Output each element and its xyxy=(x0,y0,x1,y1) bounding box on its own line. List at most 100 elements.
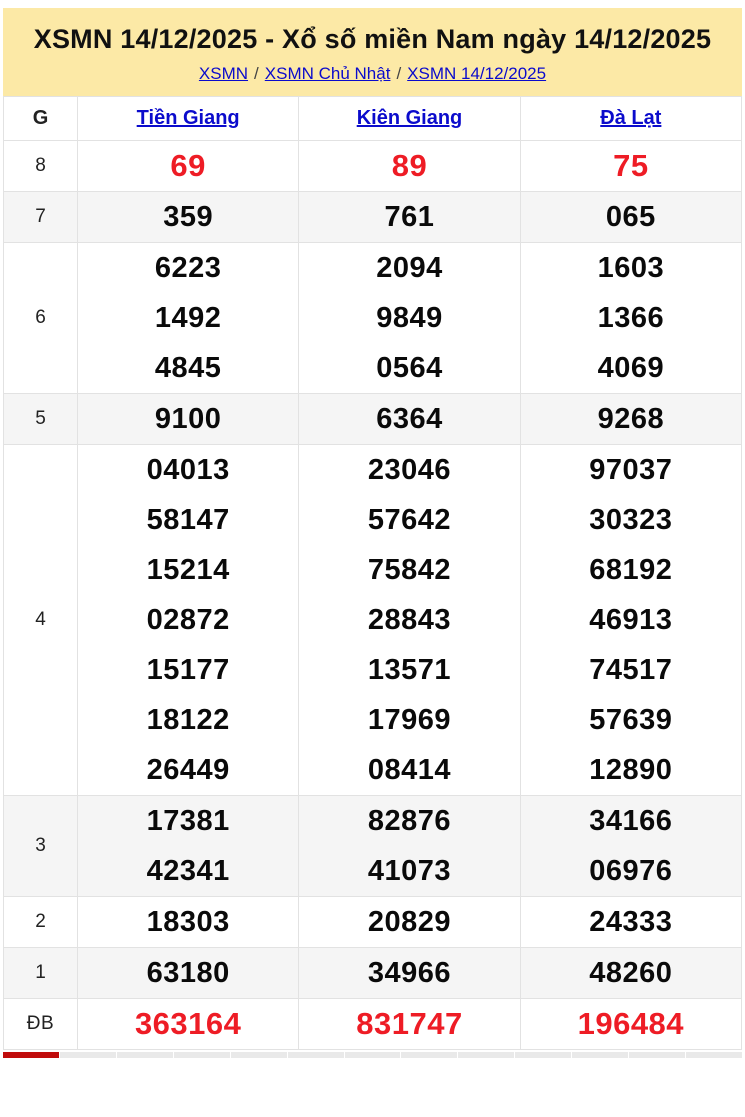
prize-number: 08414 xyxy=(367,754,452,786)
table-row: 4 04013 58147 15214 02872 15177 18122 26449 2304… xyxy=(3,444,743,796)
table-row: ĐB 363164 831747 196484 xyxy=(3,998,743,1050)
prize-label: 4 xyxy=(3,444,78,796)
table-body: 8 69 89 75 7 359 761 065 6 6223 1492 4845 2094 9849 05… xyxy=(3,140,743,1050)
prize-numbers-cell: 17381 42341 xyxy=(76,795,300,897)
table-row: 8 69 89 75 xyxy=(3,140,743,192)
prize-numbers-cell: 82876 41073 xyxy=(298,795,521,897)
prize-numbers-cell: 6364 xyxy=(298,393,521,445)
prize-numbers-cell: 97037 30323 68192 46913 74517 57639 12890 xyxy=(519,444,743,796)
breadcrumb-link[interactable]: XSMN 14/12/2025 xyxy=(407,63,547,83)
prize-numbers-cell: 89 xyxy=(298,140,521,192)
prize-number: 97037 xyxy=(589,454,673,486)
province-column-header: Kiên Giang xyxy=(298,96,521,141)
prize-number: 68192 xyxy=(589,554,673,586)
breadcrumb: XSMN / XSMN Chủ Nhật / XSMN 14/12/2025 xyxy=(11,64,734,84)
prize-number: 24333 xyxy=(589,906,673,938)
strip-segment xyxy=(401,1052,458,1058)
prize-numbers-cell: 69 xyxy=(76,140,300,192)
prize-number: 6364 xyxy=(376,403,443,435)
prize-numbers-cell: 23046 57642 75842 28843 13571 17969 08414 xyxy=(298,444,521,796)
prize-number: 17969 xyxy=(367,704,452,736)
strip-segment xyxy=(458,1052,515,1058)
prize-number: 82876 xyxy=(367,805,452,837)
strip-segment xyxy=(287,1052,344,1058)
prize-number: 74517 xyxy=(589,654,673,686)
prize-number: 761 xyxy=(384,201,435,233)
next-section-strip xyxy=(3,1052,742,1058)
prize-label: 8 xyxy=(3,140,78,192)
table-row: 7 359 761 065 xyxy=(3,191,743,243)
prize-number: 26449 xyxy=(146,754,230,786)
table-row: 5 9100 6364 9268 xyxy=(3,393,743,445)
prize-numbers-cell: 831747 xyxy=(298,998,521,1050)
prize-number: 30323 xyxy=(589,504,673,536)
prize-numbers-cell: 63180 xyxy=(76,947,300,999)
prize-number: 4845 xyxy=(154,352,222,384)
prize-number: 06976 xyxy=(589,855,673,887)
table-row: 1 63180 34966 48260 xyxy=(3,947,743,999)
breadcrumb-link[interactable]: XSMN xyxy=(198,63,249,83)
strip-segment-active xyxy=(3,1052,59,1058)
table-row: 3 17381 42341 82876 41073 34166 06976 xyxy=(3,795,743,897)
page-header: XSMN 14/12/2025 - Xổ số miền Nam ngày 14… xyxy=(3,8,742,96)
prize-number: 57639 xyxy=(589,704,673,736)
breadcrumb-separator: / xyxy=(396,63,402,83)
strip-segment xyxy=(230,1052,287,1058)
prize-numbers-cell: 761 xyxy=(298,191,521,243)
strip-segment xyxy=(572,1052,629,1058)
prize-label: 3 xyxy=(3,795,78,897)
prize-number: 6223 xyxy=(154,252,222,284)
table-header-row: G Tiền Giang Kiên Giang Đà Lạt xyxy=(3,96,743,141)
prize-number: 18303 xyxy=(146,906,230,938)
prize-label: 6 xyxy=(3,242,78,394)
province-column-header: Đà Lạt xyxy=(519,96,743,141)
prize-number: 23046 xyxy=(367,454,452,486)
prize-number: 15177 xyxy=(146,654,230,686)
results-table: G Tiền Giang Kiên Giang Đà Lạt 8 69 89 75 7 359… xyxy=(3,96,743,1050)
prize-label: 5 xyxy=(3,393,78,445)
prize-numbers-cell: 20829 xyxy=(298,896,521,948)
prize-number: 20829 xyxy=(367,906,452,938)
prize-number: 15214 xyxy=(146,554,230,586)
prize-numbers-cell: 6223 1492 4845 xyxy=(76,242,300,394)
prize-number: 9268 xyxy=(597,403,665,435)
prize-number: 2094 xyxy=(376,252,443,284)
prize-number: 1603 xyxy=(597,252,665,284)
province-link[interactable]: Kiên Giang xyxy=(356,107,463,129)
prize-number: 9100 xyxy=(154,403,222,435)
prize-number: 065 xyxy=(605,201,656,233)
prize-number: 196484 xyxy=(577,1006,685,1041)
table-row: 2 18303 20829 24333 xyxy=(3,896,743,948)
prize-number: 57642 xyxy=(367,504,452,536)
prize-number: 48260 xyxy=(589,957,673,989)
strip-segment xyxy=(59,1052,116,1058)
prize-number: 831747 xyxy=(356,1006,463,1041)
prize-numbers-cell: 2094 9849 0564 xyxy=(298,242,521,394)
prize-number: 359 xyxy=(163,201,214,233)
strip-segment xyxy=(344,1052,401,1058)
prize-number: 63180 xyxy=(146,957,230,989)
prize-number: 41073 xyxy=(367,855,452,887)
prize-number: 9849 xyxy=(376,302,443,334)
prize-number: 1366 xyxy=(597,302,665,334)
prize-label: ĐB xyxy=(3,998,78,1050)
province-link[interactable]: Đà Lạt xyxy=(600,107,662,129)
province-link[interactable]: Tiền Giang xyxy=(136,107,240,129)
prize-number: 28843 xyxy=(367,604,452,636)
prize-numbers-cell: 363164 xyxy=(76,998,300,1050)
prize-number: 1492 xyxy=(154,302,222,334)
page-title: XSMN 14/12/2025 - Xổ số miền Nam ngày 14… xyxy=(33,24,712,54)
prize-number: 0564 xyxy=(376,352,443,384)
prize-numbers-cell: 065 xyxy=(519,191,743,243)
prize-numbers-cell: 48260 xyxy=(519,947,743,999)
prize-numbers-cell: 359 xyxy=(76,191,300,243)
prize-numbers-cell: 196484 xyxy=(519,998,743,1050)
prize-label: 1 xyxy=(3,947,78,999)
breadcrumb-link[interactable]: XSMN Chủ Nhật xyxy=(264,63,391,83)
prize-numbers-cell: 9268 xyxy=(519,393,743,445)
breadcrumb-separator: / xyxy=(254,63,259,83)
prize-numbers-cell: 24333 xyxy=(519,896,743,948)
prize-numbers-cell: 04013 58147 15214 02872 15177 18122 26449 xyxy=(76,444,300,796)
prize-number: 69 xyxy=(170,148,206,183)
prize-number: 34966 xyxy=(367,957,452,989)
